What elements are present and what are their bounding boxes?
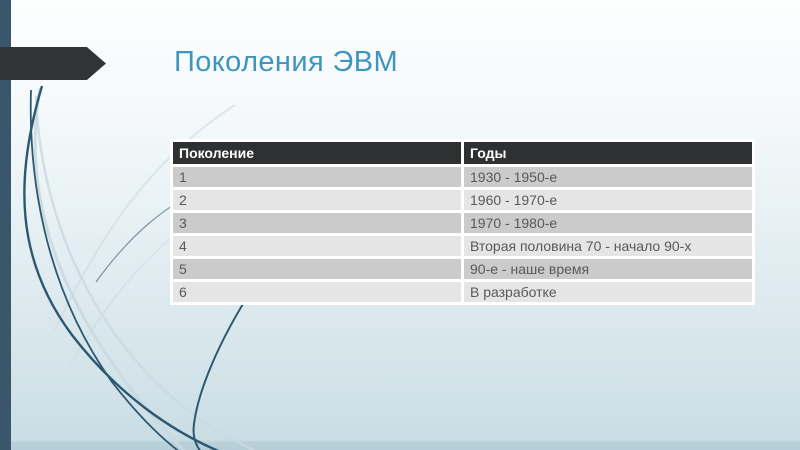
slide-title: Поколения ЭВМ <box>174 46 399 78</box>
arrow-banner-shape <box>0 47 106 80</box>
column-header-years: Годы <box>464 142 752 164</box>
table-header: Поколение Годы <box>173 142 752 164</box>
years-cell: 1930 - 1950-е <box>464 167 752 187</box>
table-header-row: Поколение Годы <box>173 142 752 164</box>
years-cell: 90-е - наше время <box>464 259 752 279</box>
table-row: 4 Вторая половина 70 - начало 90-х <box>173 236 752 256</box>
years-cell: В разработке <box>464 282 752 302</box>
table-row: 1 1930 - 1950-е <box>173 167 752 187</box>
table-row: 3 1970 - 1980-е <box>173 213 752 233</box>
left-accent-bar <box>0 0 11 450</box>
generation-cell: 2 <box>173 190 461 210</box>
table-row: 5 90-е - наше время <box>173 259 752 279</box>
generation-cell: 3 <box>173 213 461 233</box>
column-header-generation: Поколение <box>173 142 461 164</box>
years-cell: Вторая половина 70 - начало 90-х <box>464 236 752 256</box>
generation-cell: 5 <box>173 259 461 279</box>
table-body: 1 1930 - 1950-е 2 1960 - 1970-е 3 1970 - 1980… <box>173 167 752 302</box>
generation-cell: 6 <box>173 282 461 302</box>
generations-table: Поколение Годы 1 1930 - 1950-е 2 1960 - 197… <box>170 139 755 305</box>
table-row: 2 1960 - 1970-е <box>173 190 752 210</box>
generation-cell: 1 <box>173 167 461 187</box>
years-cell: 1970 - 1980-е <box>464 213 752 233</box>
generation-cell: 4 <box>173 236 461 256</box>
years-cell: 1960 - 1970-е <box>464 190 752 210</box>
